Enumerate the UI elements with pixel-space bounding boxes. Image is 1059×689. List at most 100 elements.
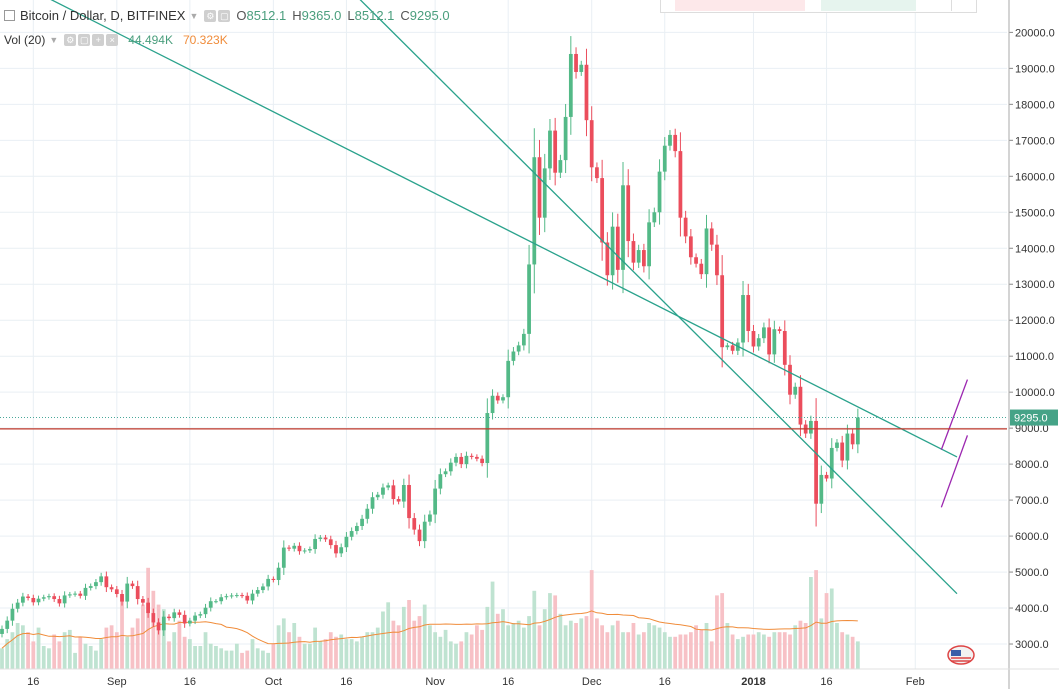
close-value: 9295.0 [409, 8, 450, 23]
volume-bar [683, 634, 688, 669]
x-tick-label: 16 [340, 676, 352, 688]
candle-body [709, 228, 714, 245]
candle-body [302, 550, 307, 552]
volume-bar [334, 636, 338, 669]
volume-bar [642, 632, 646, 669]
price-axis: 20000.0 19000.0 18000.0 17000.0 16000.0 15000… [1008, 0, 1058, 689]
volume-bar [172, 632, 177, 669]
volume-bar [490, 581, 495, 669]
hide-icon[interactable]: ▢ [78, 34, 91, 46]
volume-bar [662, 632, 667, 669]
candle-body [167, 616, 171, 619]
candle-body [485, 413, 490, 464]
volume-bar [511, 623, 516, 669]
x-tick-label: 16 [27, 676, 39, 688]
volume-bar [438, 636, 443, 669]
volume-bar [636, 634, 641, 669]
popup-close[interactable] [951, 0, 964, 11]
settings-icon[interactable]: ⚙ [204, 9, 217, 22]
volume-bar [793, 625, 798, 669]
x-tick-label: 16 [659, 676, 671, 688]
candle-body [208, 601, 213, 608]
volume-bar [349, 639, 354, 669]
candle-body [730, 345, 735, 351]
candle-body [615, 226, 620, 270]
candle-body [339, 547, 344, 554]
candle-body [161, 616, 166, 631]
volume-bar [469, 634, 474, 669]
volume-bar [156, 604, 161, 669]
y-tick-label: 17000.0 [1015, 135, 1055, 147]
drawn-lines [0, 0, 1007, 595]
volume-title[interactable]: Vol (20) [4, 33, 46, 47]
volume-bar [485, 606, 490, 669]
flag-icon[interactable] [946, 642, 976, 666]
candle-body [438, 474, 443, 489]
volume-bar [31, 641, 36, 669]
volume-bar [521, 627, 526, 669]
volume-bar [88, 646, 93, 669]
candle-body [782, 331, 787, 365]
volume-bar [574, 623, 578, 669]
close-key: C [400, 8, 410, 23]
candle-body [109, 587, 114, 590]
volume-bar [193, 646, 197, 669]
candle-body [772, 329, 777, 355]
candle-body [5, 620, 10, 629]
chevron-down-icon[interactable]: ▼ [189, 10, 199, 21]
volume-bar [323, 639, 328, 669]
candle-body [125, 583, 130, 602]
volume-bar [548, 593, 552, 669]
candle-body [407, 484, 411, 519]
candle-body [10, 608, 15, 621]
volume-bar [203, 632, 208, 669]
volume-bar [501, 609, 505, 669]
candle-body [360, 518, 364, 527]
settings-icon[interactable]: ⚙ [64, 34, 77, 46]
volume-bar [422, 604, 427, 669]
candle-body [141, 599, 145, 603]
candle-body [36, 598, 41, 603]
volume-bar [297, 636, 302, 669]
volume-bar [255, 648, 260, 669]
volume-bar [621, 632, 625, 669]
volume-bar [516, 620, 521, 669]
chevron-down-icon[interactable]: ▼ [49, 35, 59, 45]
candle-body [521, 333, 526, 346]
volume-bar [135, 618, 140, 669]
y-tick-label: 6000.0 [1015, 531, 1049, 543]
volume-bar [657, 627, 662, 669]
candles [0, 36, 860, 638]
volume-bar [73, 652, 77, 669]
candle-body [41, 597, 46, 599]
volume-legend: Vol (20) ▼ ⚙ ▢ + × 44.494K 70.323K [4, 33, 228, 47]
candle-body [187, 620, 192, 624]
add-icon[interactable]: + [92, 34, 105, 46]
close-icon[interactable]: × [106, 34, 119, 46]
volume-bar [250, 639, 255, 669]
high-key: H [292, 8, 302, 23]
volume-bar [782, 632, 787, 669]
candle-body [198, 614, 203, 616]
candle-body [99, 576, 104, 583]
candle-body [553, 130, 558, 173]
x-tick-label: Oct [265, 676, 282, 688]
volume-bar [198, 646, 203, 669]
symbol-title[interactable]: Bitcoin / Dollar, D, BITFINEX [20, 8, 186, 23]
candle-body [323, 537, 328, 540]
hide-icon[interactable]: ▢ [218, 9, 231, 22]
candle-body [261, 586, 265, 591]
volume-bar [835, 623, 839, 669]
volume-bar [626, 632, 631, 669]
candle-body [401, 484, 406, 502]
candle-body [516, 345, 521, 352]
candle-body [386, 485, 391, 488]
collapse-icon[interactable] [4, 10, 15, 21]
volume-bar [443, 629, 448, 669]
volume-bar [15, 623, 20, 669]
candle-body [375, 494, 380, 498]
volume-bar [850, 636, 855, 669]
candle-body [203, 607, 208, 615]
volume-bar [532, 590, 537, 669]
